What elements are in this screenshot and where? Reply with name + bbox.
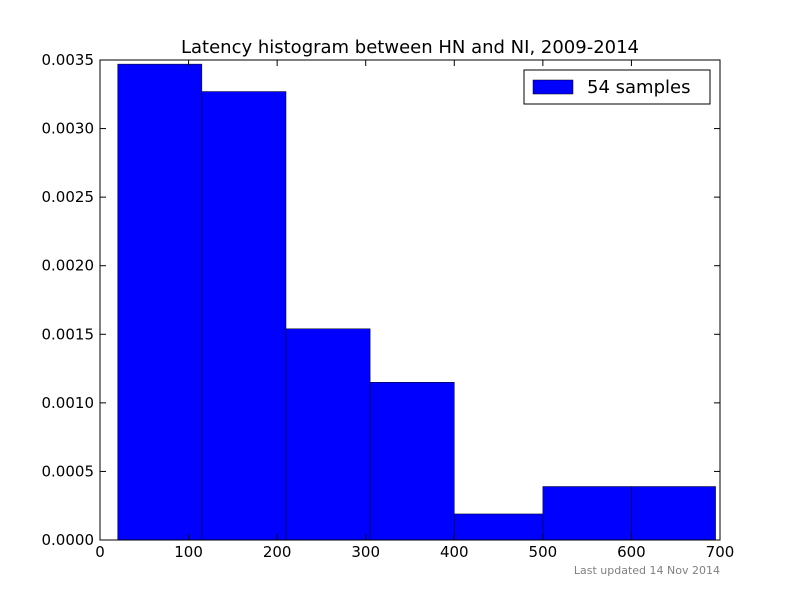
x-tick-label: 700	[706, 543, 735, 561]
y-tick-label: 0.0010	[42, 394, 95, 412]
histogram-bar	[201, 91, 287, 541]
footnote: Last updated 14 Nov 2014	[574, 564, 720, 577]
y-axis-tick-labels: 0.0000 0.0005 0.0010 0.0015 0.0020 0.0025 0.00…	[42, 51, 95, 549]
x-tick-label: 0	[95, 543, 105, 561]
y-tick-label: 0.0025	[42, 188, 95, 206]
histogram-bar	[542, 486, 632, 541]
x-tick-label: 400	[440, 543, 469, 561]
x-tick-label: 200	[263, 543, 292, 561]
legend-box	[523, 69, 711, 105]
histogram-bar	[369, 382, 455, 541]
y-tick-label: 0.0020	[42, 257, 95, 275]
legend-label: 54 samples	[587, 77, 690, 98]
x-axis-tick-labels: 0 100 200 300 400 500 600 700	[95, 543, 734, 561]
histogram-bar	[631, 486, 716, 541]
legend-swatch	[532, 79, 574, 95]
y-tick-label: 0.0000	[42, 531, 95, 549]
y-tick-label: 0.0005	[42, 462, 95, 480]
histogram-bar	[117, 63, 203, 541]
x-tick-label: 100	[174, 543, 203, 561]
histogram-bar	[285, 328, 371, 541]
x-tick-label: 500	[529, 543, 558, 561]
histogram-bar	[454, 513, 544, 541]
plot-frame	[99, 59, 721, 541]
chart-title: Latency histogram between HN and NI, 200…	[181, 37, 639, 58]
x-tick-label: 300	[351, 543, 380, 561]
x-tick-label: 600	[617, 543, 646, 561]
y-tick-label: 0.0015	[42, 325, 95, 343]
legend: 54 samples	[523, 69, 711, 105]
y-tick-label: 0.0035	[42, 51, 95, 69]
axis-ticks	[99, 59, 721, 541]
histogram-bars	[117, 63, 716, 541]
y-tick-label: 0.0030	[42, 120, 95, 138]
